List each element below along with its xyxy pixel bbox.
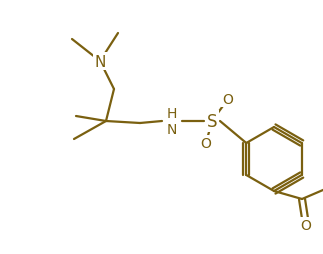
Text: N: N: [94, 54, 106, 69]
Text: O: O: [301, 218, 311, 232]
Text: O: O: [201, 136, 212, 150]
Text: O: O: [223, 93, 234, 107]
Text: H
N: H N: [167, 106, 177, 137]
Text: S: S: [207, 113, 217, 131]
